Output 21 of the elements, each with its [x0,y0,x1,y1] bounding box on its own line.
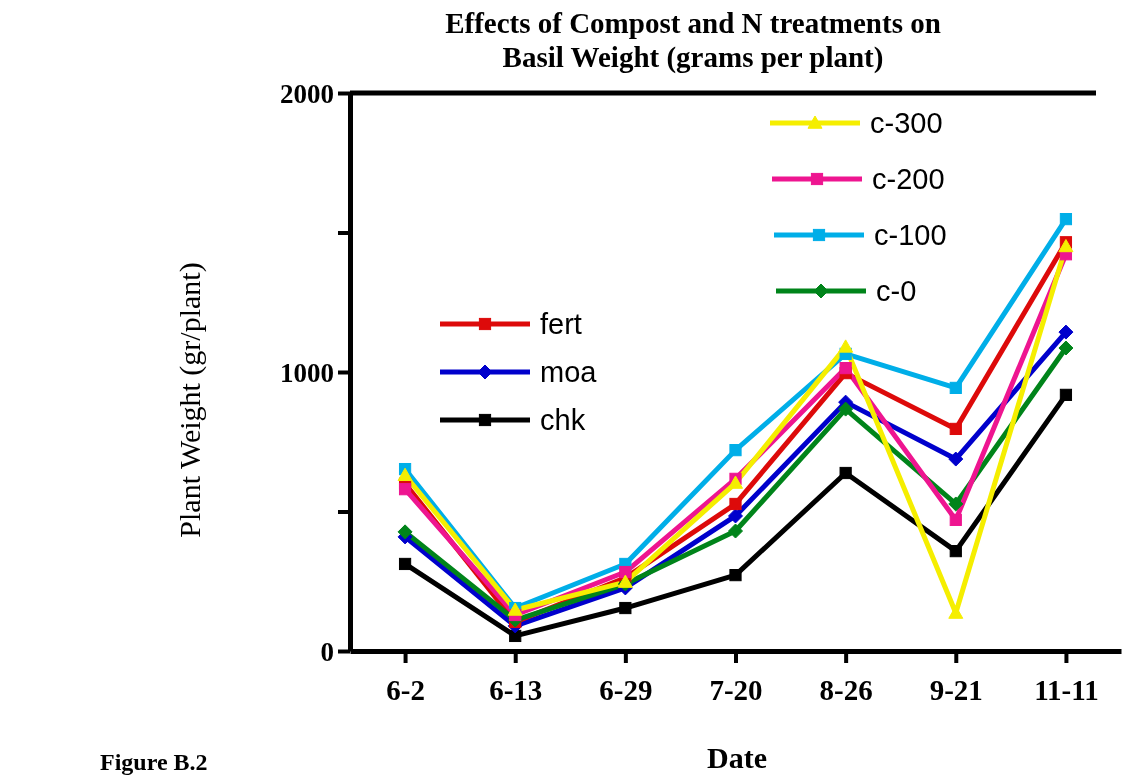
y-tick-label: 0 [320,636,334,667]
legend-label: c-300 [870,107,943,140]
chart-title: Effects of Compost and N treatments on Basil Weight (grams per plant) [445,7,941,74]
x-axis-title: Date [707,741,767,774]
legend-label: fert [540,308,582,341]
y-tick-label: 1000 [280,357,334,388]
legend-label: c-100 [874,219,947,252]
text: Figure B.2 [100,749,208,775]
y-axis-title: Plant Weight (gr/plant) [173,262,207,538]
x-tick-label: 6-2 [386,673,425,706]
x-tick-label: 6-13 [489,673,543,706]
x-tick-label: 7-20 [709,673,763,706]
legend-label: chk [540,404,586,437]
x-tick-label: 9-21 [929,673,983,706]
legend-label: moa [540,356,598,389]
legend-label: c-0 [876,275,917,308]
y-tick-label: 2000 [280,78,334,109]
legend-label: c-200 [872,163,945,196]
x-tick-label: 6-29 [599,673,653,706]
x-tick-label: 11-11 [1034,673,1099,706]
x-tick-label: 8-26 [819,673,873,706]
